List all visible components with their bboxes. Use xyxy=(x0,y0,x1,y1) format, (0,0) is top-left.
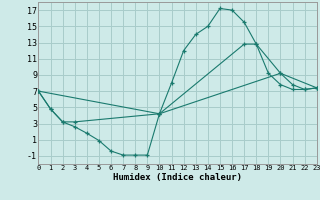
X-axis label: Humidex (Indice chaleur): Humidex (Indice chaleur) xyxy=(113,173,242,182)
